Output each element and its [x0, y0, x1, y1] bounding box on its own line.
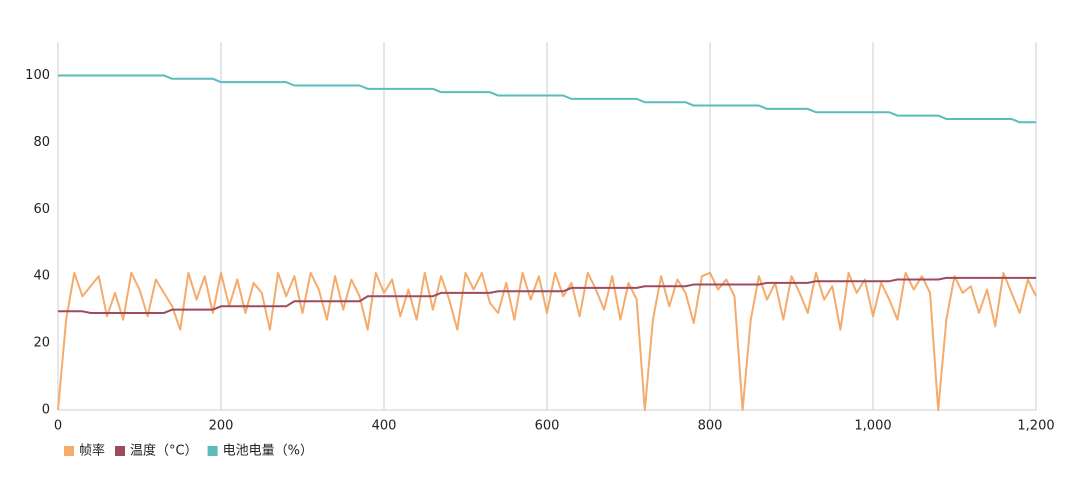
series-line [58, 276, 1036, 314]
y-tick-label: 80 [33, 135, 50, 150]
x-tick-label: 800 [698, 419, 723, 434]
x-tick-label: 400 [372, 419, 397, 434]
legend-swatch [115, 446, 126, 456]
y-tick-label: 20 [33, 336, 50, 351]
x-tick-label: 1,000 [854, 419, 891, 434]
x-tick-label: 200 [209, 419, 234, 434]
legend-label: 电池电量（%） [223, 444, 313, 459]
y-tick-label: 100 [25, 68, 50, 83]
y-tick-label: 40 [33, 269, 50, 284]
legend-swatch [64, 446, 74, 456]
y-tick-label: 60 [33, 202, 50, 217]
series-line [58, 74, 1036, 124]
legend-label: 帧率 [79, 443, 105, 459]
legend-label: 温度（°C） [130, 443, 198, 459]
y-tick-label: 0 [42, 403, 50, 418]
x-tick-label: 0 [54, 419, 62, 434]
legend-swatch [207, 446, 218, 456]
x-tick-label: 1,200 [1017, 419, 1054, 434]
series-line [57, 271, 1037, 411]
x-tick-label: 600 [535, 419, 560, 434]
